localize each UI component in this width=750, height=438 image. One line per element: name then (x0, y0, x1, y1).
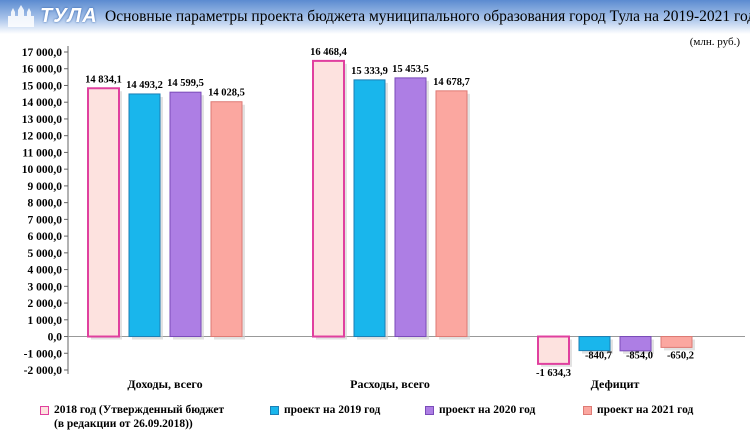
bar (210, 101, 243, 338)
y-tick-label: 7 000,0 (28, 214, 63, 226)
y-tick-label: 16 000,0 (22, 64, 63, 76)
y-tick-label: 6 000,0 (28, 231, 63, 243)
y-tick-label: 14 000,0 (22, 97, 63, 109)
y-tick-label: 13 000,0 (22, 114, 63, 126)
bar-value-label: 14 599,5 (167, 78, 204, 89)
bar (312, 59, 345, 338)
bar (435, 90, 468, 338)
legend-swatch-2019 (270, 406, 279, 415)
bar (353, 79, 386, 338)
legend-label-2019: проект на 2019 год (284, 404, 381, 416)
bar-value-label: -854,0 (626, 351, 653, 362)
y-tick-label: 8 000,0 (28, 198, 63, 210)
city-logo: ТУЛА (6, 3, 98, 29)
unit-label: (млн. руб.) (689, 36, 740, 48)
bar-value-label: 15 453,5 (392, 64, 429, 75)
kremlin-icon (8, 5, 34, 27)
chart-title: Основные параметры проекта бюджета муниц… (105, 8, 750, 25)
bar-value-label: -1 634,3 (536, 368, 571, 379)
category-label: Расходы, всего (350, 377, 430, 391)
bar (87, 87, 120, 338)
bar (169, 91, 202, 338)
y-tick-label: 3 000,0 (28, 281, 63, 293)
y-tick-label: 12 000,0 (22, 131, 63, 143)
y-tick-label: 9 000,0 (28, 181, 63, 193)
logo-text: ТУЛА (40, 4, 98, 27)
bar-value-label: 14 493,2 (126, 80, 163, 91)
legend-label-2018: 2018 год (Утвержденный бюджет (54, 404, 225, 416)
header-band (0, 0, 750, 34)
bar (578, 336, 611, 352)
y-tick-label: 10 000,0 (22, 164, 63, 176)
bar-value-label: 14 834,1 (85, 74, 122, 85)
y-tick-label: 0,0 (48, 332, 63, 344)
legend-swatch-2021 (583, 406, 592, 415)
y-tick-label: 4 000,0 (28, 265, 63, 277)
legend-label-2020: проект на 2020 год (439, 404, 536, 416)
bar (619, 336, 652, 352)
y-tick-label: -1 000,0 (24, 348, 63, 360)
bar (537, 335, 570, 365)
legend-label-2018-line2: (в редакции от 26.09.2018)) (54, 418, 193, 430)
category-label: Дефицит (591, 377, 640, 391)
y-tick-label: 15 000,0 (22, 80, 63, 92)
bar-value-label: -840,7 (585, 351, 612, 362)
bar (660, 336, 693, 348)
bar-value-label: -650,2 (667, 351, 694, 362)
bar (394, 77, 427, 338)
y-tick-label: 5 000,0 (28, 248, 63, 260)
bar-value-label: 14 028,5 (208, 88, 245, 99)
bar-chart: 17 000,0 16 000,0 15 000,0 14 000,0 13 000,0… (22, 46, 745, 391)
legend-label-2021: проект на 2021 год (597, 404, 694, 416)
legend-item-2021: проект на 2021 год (583, 403, 693, 417)
legend-item-2020: проект на 2020 год (425, 403, 535, 417)
legend-swatch-2018 (40, 406, 49, 415)
y-tick-label: 11 000,0 (22, 147, 62, 159)
y-tick-label: -2 000,0 (24, 365, 63, 377)
bar-value-label: 15 333,9 (351, 66, 388, 77)
y-tick-label: 2 000,0 (28, 298, 63, 310)
category-label: Доходы, всего (127, 377, 202, 391)
bar-value-label: 14 678,7 (433, 77, 470, 88)
y-tick-label: 17 000,0 (22, 47, 63, 59)
legend-item-2019: проект на 2019 год (270, 403, 380, 417)
legend: 2018 год (Утвержденный бюджет (в редакци… (0, 400, 750, 438)
legend-swatch-2020 (425, 406, 434, 415)
bar-value-label: 16 468,4 (310, 47, 348, 58)
bar (128, 93, 161, 338)
legend-item-2018: 2018 год (Утвержденный бюджет (в редакци… (40, 403, 224, 431)
y-tick-label: 1 000,0 (28, 315, 63, 327)
